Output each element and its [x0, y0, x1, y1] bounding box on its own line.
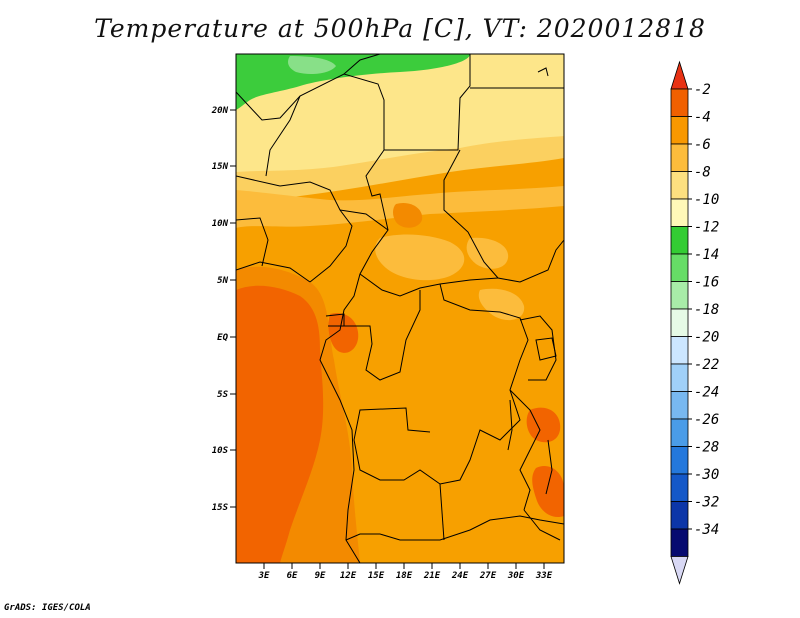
colorbar-box [670, 253, 689, 282]
colorbar-box [670, 143, 689, 172]
longitude-axis: 3E 6E 9E 12E 15E 18E 21E 24E 27E 30E 33E [258, 563, 553, 581]
colorbar-box [670, 363, 689, 392]
colorbar-box [670, 391, 689, 420]
colorbar-label: -8 [694, 165, 711, 181]
field-yellow-band [236, 136, 564, 204]
colorbar-box [670, 336, 689, 365]
latitude-axis: 20N 15N 10N 5N EQ 5S 10S 15S [211, 106, 236, 513]
colorbar-label: -10 [694, 192, 719, 208]
colorbar-box [670, 226, 689, 255]
colorbar-label: -20 [694, 330, 719, 346]
lat-label: EQ [217, 333, 228, 343]
colorbar-label: -34 [694, 522, 719, 538]
colorbar-box [670, 501, 689, 530]
colorbar-label: -28 [694, 440, 719, 456]
map-title: Temperature at 500hPa [C], VT: 202001281… [94, 14, 706, 43]
colorbar-label: -12 [694, 220, 719, 236]
colorbar-box [670, 171, 689, 200]
temperature-field [236, 54, 564, 563]
colorbar-box [670, 418, 689, 447]
colorbar-box [670, 528, 689, 557]
map-frame [235, 53, 565, 564]
lon-label: 3E [258, 571, 270, 581]
colorbar-label: -18 [694, 302, 719, 318]
colorbar-box [670, 281, 689, 310]
colorbar-label: -24 [694, 385, 719, 401]
field-warm-patch [393, 202, 423, 228]
field-yellow-patch [375, 234, 465, 281]
lon-label: 18E [396, 571, 413, 581]
lat-label: 5N [217, 276, 228, 286]
colorbar-bottom-arrow [670, 556, 689, 585]
colorbar-label: -2 [694, 82, 711, 98]
lon-label: 21E [423, 571, 441, 581]
lon-label: 30E [507, 571, 525, 581]
lon-label: 6E [287, 571, 298, 581]
field-light-green [288, 56, 336, 74]
lat-label: 10S [212, 446, 229, 456]
colorbar-box [670, 473, 689, 502]
colorbar-label: -22 [694, 357, 719, 373]
lon-label: 27E [479, 571, 497, 581]
country-borders [236, 54, 564, 563]
colorbar-top-arrow [670, 60, 689, 90]
colorbar-label: -14 [694, 247, 719, 263]
credit-label: GrADS: IGES/COLA [4, 603, 91, 613]
lat-label: 15S [212, 503, 229, 513]
lon-label: 15E [368, 571, 385, 581]
field-hot-ocean [236, 285, 324, 563]
colorbar: -2 -4 -6 -8 -10 -12 -14 -16 -18 -20 -22 -24 -26 -28 -3… [670, 60, 719, 585]
lon-label: 33E [535, 571, 553, 581]
field-yellow-patch-3 [478, 288, 525, 321]
lon-label: 12E [340, 571, 357, 581]
lon-label: 24E [451, 571, 469, 581]
colorbar-label: -4 [694, 110, 711, 126]
lat-label: 10N [212, 219, 229, 229]
field-hot-east-2 [532, 466, 564, 518]
colorbar-box [670, 198, 689, 227]
colorbar-label: -16 [694, 275, 719, 291]
colorbar-label: -32 [694, 495, 719, 511]
colorbar-box [670, 116, 689, 145]
colorbar-label: -26 [694, 412, 719, 428]
colorbar-box [670, 446, 689, 475]
lat-label: 15N [212, 162, 229, 172]
colorbar-box [670, 88, 689, 117]
lon-label: 9E [315, 571, 326, 581]
field-hot-coast [328, 312, 359, 353]
field-yellow-patch-2 [466, 237, 509, 269]
colorbar-label: -30 [694, 467, 719, 483]
lat-label: 20N [211, 106, 229, 116]
colorbar-label: -6 [694, 137, 711, 153]
field-hot-east [526, 407, 561, 443]
colorbar-box [670, 308, 689, 337]
lat-label: 5S [217, 390, 228, 400]
